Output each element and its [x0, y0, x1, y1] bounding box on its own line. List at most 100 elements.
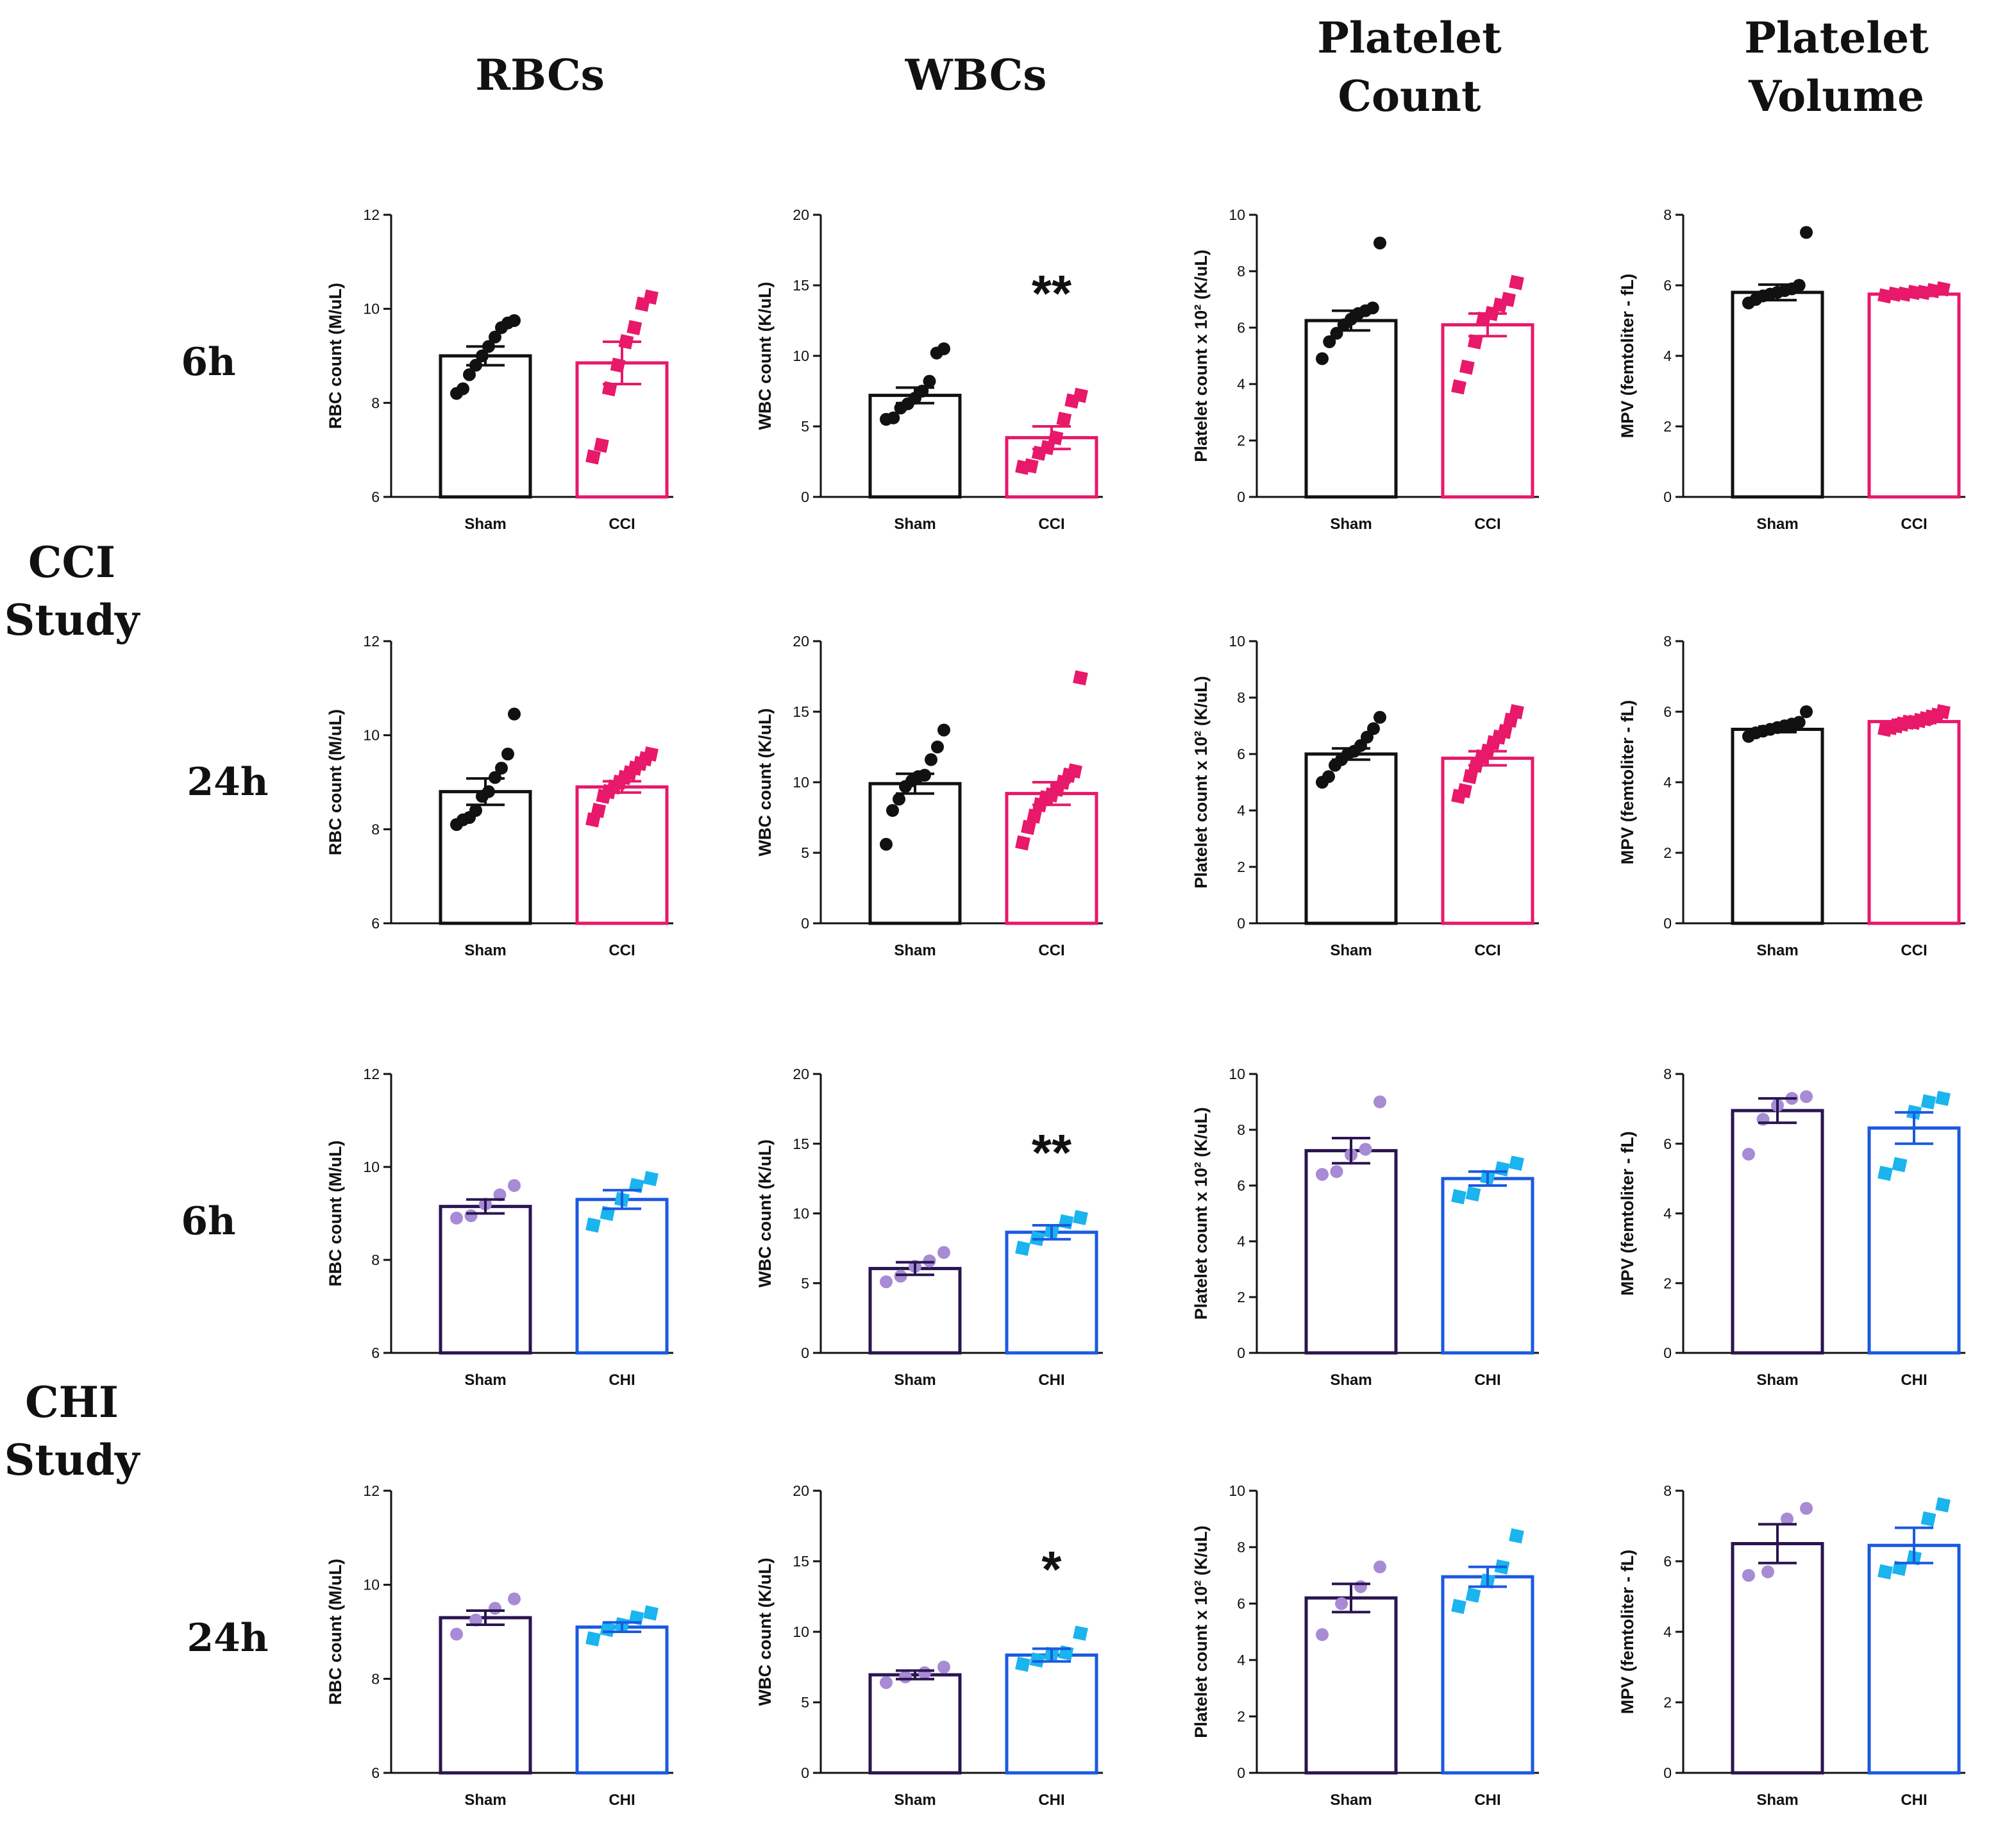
y-tick-label: 2 — [1237, 859, 1245, 875]
y-tick-label: 12 — [363, 1066, 380, 1082]
y-tick-label: 10 — [793, 1623, 809, 1640]
y-tick-label: 4 — [1663, 1205, 1672, 1222]
y-axis-title: Platelet count x 10² (K/uL) — [1191, 1107, 1211, 1320]
y-tick-label: 0 — [801, 1345, 809, 1361]
data-point — [493, 1188, 507, 1202]
data-point — [1027, 808, 1042, 824]
data-point — [1742, 1569, 1755, 1582]
chart-panel-r1-c1: 0 5 10 15 20 WBC count (K/uL) Sham CCI — [755, 633, 1103, 959]
data-point — [489, 330, 501, 344]
data-point — [1465, 1587, 1481, 1603]
data-point — [643, 746, 659, 762]
y-tick-label: 20 — [793, 633, 809, 650]
data-point — [937, 342, 950, 355]
time-label-chi-6h: 6h — [181, 1199, 235, 1244]
data-point — [1451, 379, 1466, 395]
y-tick-label: 2 — [1237, 1289, 1245, 1305]
y-tick-label: 8 — [371, 1670, 380, 1687]
x-category-label: CHI — [1474, 1791, 1500, 1809]
data-point — [937, 1661, 950, 1673]
data-point — [1067, 763, 1082, 779]
y-tick-label: 6 — [1663, 1553, 1672, 1570]
data-point — [1800, 1502, 1813, 1515]
x-category-label: Sham — [1756, 1371, 1798, 1389]
y-tick-label: 6 — [371, 1765, 380, 1781]
time-label-chi-24h: 24h — [187, 1616, 268, 1661]
data-point — [469, 804, 482, 817]
y-tick-label: 0 — [1663, 489, 1672, 505]
y-tick-label: 0 — [801, 489, 809, 505]
data-point — [1935, 704, 1951, 719]
chart-panel-r1-c2: 0 2 4 6 8 10 Platelet count x 10² (K/uL) Sham CC… — [1191, 633, 1539, 959]
study-label-chi-line1: CHI — [25, 1377, 119, 1427]
y-tick-label: 8 — [1663, 1066, 1672, 1082]
x-category-label: CHI — [1901, 1371, 1927, 1389]
y-axis-title: RBC count (M/uL) — [326, 709, 345, 855]
y-axis-title: MPV (femtoliter - fL) — [1618, 1550, 1637, 1715]
y-tick-label: 12 — [363, 206, 380, 223]
data-point — [1073, 670, 1088, 686]
data-point — [1015, 1656, 1030, 1672]
col-header-platelet-volume-line2: Volume — [1748, 71, 1924, 121]
data-point — [1323, 335, 1336, 348]
data-point — [894, 1270, 907, 1283]
y-tick-label: 0 — [1663, 1765, 1672, 1781]
y-axis-title: Platelet count x 10² (K/uL) — [1191, 249, 1211, 462]
x-category-label: Sham — [464, 516, 506, 533]
chart-panel-r0-c1: 0 5 10 15 20 WBC count (K/uL) Sham CCI ** — [755, 206, 1103, 533]
data-point — [1509, 704, 1524, 719]
data-point — [1467, 334, 1483, 349]
y-axis-title: RBC count (M/uL) — [326, 1559, 345, 1705]
y-tick-label: 8 — [1663, 633, 1672, 650]
x-category-label: Sham — [894, 516, 936, 533]
data-point — [1800, 226, 1813, 239]
x-category-label: CHI — [609, 1371, 635, 1389]
data-point — [1509, 274, 1524, 290]
y-tick-label: 8 — [371, 821, 380, 837]
x-category-label: CHI — [1038, 1371, 1064, 1389]
data-point — [1354, 1580, 1367, 1593]
column-headers: RBCs WBCs Platelet Count Platelet Volume — [475, 13, 1929, 121]
y-tick-label: 10 — [793, 1205, 809, 1222]
y-tick-label: 10 — [363, 727, 380, 744]
data-point — [937, 1246, 950, 1259]
data-point — [1792, 279, 1806, 292]
data-point — [1322, 770, 1335, 784]
y-axis-title: Platelet count x 10² (K/uL) — [1191, 676, 1211, 889]
data-point — [1892, 1157, 1908, 1173]
y-tick-label: 5 — [801, 418, 809, 435]
col-header-platelet-volume-line1: Platelet — [1744, 13, 1929, 63]
data-point — [923, 374, 936, 388]
time-label-cci-6h: 6h — [181, 340, 235, 385]
data-point — [591, 803, 607, 818]
x-category-label: CHI — [1038, 1791, 1064, 1809]
x-category-label: Sham — [894, 942, 936, 959]
y-tick-label: 2 — [1663, 1694, 1672, 1711]
chart-panel-r3-c1: 0 5 10 15 20 WBC count (K/uL) Sham CHI * — [755, 1482, 1103, 1809]
y-axis-title: MPV (femtoliter - fL) — [1618, 700, 1637, 865]
data-point — [1373, 1095, 1386, 1109]
y-tick-label: 2 — [1237, 1708, 1245, 1725]
data-point — [1935, 1497, 1951, 1513]
data-point — [1367, 722, 1380, 735]
y-tick-label: 4 — [1237, 1652, 1245, 1668]
y-tick-label: 15 — [793, 277, 809, 294]
y-tick-label: 4 — [1663, 348, 1672, 364]
data-point — [925, 753, 937, 766]
y-tick-label: 15 — [793, 1136, 809, 1152]
y-tick-label: 0 — [801, 1765, 809, 1781]
x-category-label: CCI — [1038, 516, 1064, 533]
data-point — [886, 804, 899, 817]
data-point — [1497, 723, 1513, 739]
time-label-cci-24h: 24h — [187, 760, 268, 805]
data-point — [643, 1171, 659, 1186]
y-axis-title: WBC count (K/uL) — [755, 1558, 775, 1706]
y-tick-label: 0 — [1237, 915, 1245, 932]
y-tick-label: 0 — [801, 915, 809, 932]
y-axis-title: MPV (femtoliter - fL) — [1618, 274, 1637, 439]
y-tick-label: 20 — [793, 1066, 809, 1082]
data-point — [643, 1605, 659, 1621]
y-tick-label: 10 — [793, 348, 809, 364]
